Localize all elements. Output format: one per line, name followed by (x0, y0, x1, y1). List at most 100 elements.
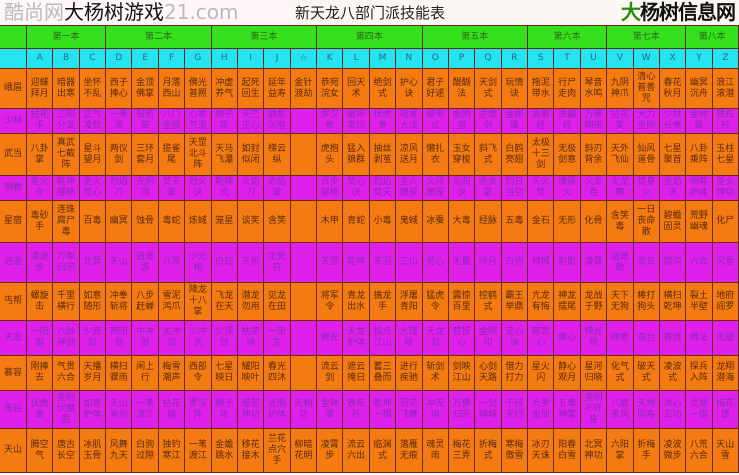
column-letter: J (264, 49, 291, 69)
skill-cell: 关冲剑 (158, 321, 186, 356)
skill-cell: 蓄三叠而 (369, 356, 397, 391)
skill-cell: 凌波式 (659, 356, 687, 391)
skill-cell: 无量 (448, 243, 476, 283)
skill-cell: 生死符 (264, 243, 291, 283)
skill-cell: 焚天掌 (158, 176, 186, 201)
skill-cell: 天罡北斗阵 (185, 134, 212, 176)
skill-cell: 见龙在田 (264, 283, 291, 321)
column-letter: M (369, 49, 397, 69)
skill-cell: 冷月 (475, 243, 502, 283)
skill-cell: 白驹过隙 (132, 429, 159, 473)
skill-cell: 闲上行 (132, 356, 159, 391)
skill-cell: 天马飞瀑 (211, 134, 238, 176)
skill-cell: 拈花指 (158, 391, 186, 429)
skill-cell: 破坏掌印 (343, 109, 370, 134)
skill-cell: 春光四沐 (264, 356, 291, 391)
book-header: 第五本 (422, 26, 529, 49)
skill-cell: 易筋经 (528, 109, 555, 134)
book-header: 第六本 (528, 26, 608, 49)
sect-label: 少林 (0, 109, 27, 134)
skill-cell: 青蛇 (343, 201, 370, 243)
skill-cell: 柳暗花明 (290, 429, 318, 473)
skill-cell (290, 201, 318, 243)
skill-cell: 起死回生 (237, 69, 265, 109)
sect-label: 星宿 (0, 201, 27, 243)
skill-cell: 金石 (528, 201, 555, 243)
skill-cell: 白虹 (211, 243, 238, 283)
skill-cell: 临渊式 (369, 429, 397, 473)
skill-cell: 八门金锁 (158, 109, 186, 134)
skill-cell: 寒梅傲雪 (501, 429, 529, 473)
skill-cell: 燎原火 (554, 176, 581, 201)
skill-cell: 无量 (712, 321, 739, 356)
skill-cell: 焚身火 (633, 176, 660, 201)
skill-cell: 毒砂手 (27, 201, 54, 243)
skill-cell: 雪泥鸿爪 (158, 283, 186, 321)
skill-cell: 金钟罩 (686, 109, 713, 134)
skill-cell: 螺旋击 (27, 283, 54, 321)
skill-cell: 禅意 (607, 321, 634, 356)
skill-cell: 金刚罩 (501, 109, 529, 134)
skill-cell: 八步赶蝉 (132, 283, 159, 321)
skill-cell: 化气式 (607, 356, 634, 391)
skill-cell: 光明顶 (132, 176, 159, 201)
skill-cell: 北冥 (79, 243, 107, 283)
skill-cell: 西子捧心 (106, 69, 133, 109)
skill-cell: 气贯六合 (53, 356, 80, 391)
sect-label: 明教 (0, 176, 27, 201)
skill-cell: 抽丝剥茧 (369, 134, 397, 176)
skill-cell: 流云 (633, 243, 660, 283)
skill-cell: 烈日当空 (501, 176, 529, 201)
skill-cell: 中冲剑 (132, 321, 159, 356)
skill-cell: 移花接木 (237, 429, 265, 473)
skill-cell: 天火焚 (528, 176, 555, 201)
skill-cell: 天山 (106, 243, 133, 283)
column-letter: C (79, 49, 107, 69)
skill-cell: 无相功 (290, 391, 318, 429)
skill-cell: 折梅式 (475, 429, 502, 473)
book-corner-cell (0, 26, 27, 49)
skill-cell: 天龙剑 (422, 321, 449, 356)
skill-cell: 赤焰掌 (264, 176, 291, 201)
skill-cell: 凌波微步 (659, 429, 687, 473)
skill-cell: 一苇渡 (106, 109, 133, 134)
skill-cell: 擒龙手 (369, 283, 397, 321)
skill-cell: 逍遥游 (132, 243, 159, 283)
skill-cell: 独钓寒江 (158, 429, 186, 473)
skill-cell: 佛光 (317, 321, 344, 356)
skill-cell: 大毒 (448, 201, 476, 243)
skill-cell: 北冥神功 (580, 429, 608, 473)
skill-cell: 猛入狼群 (343, 134, 370, 176)
skill-cell: 碧蟾固灵 (659, 201, 687, 243)
skill-cell: 风雷 (712, 243, 739, 283)
skill-cell: 小毒 (369, 201, 397, 243)
skill-cell: 炎龙舞 (607, 176, 634, 201)
skill-cell: 梯云纵 (264, 134, 291, 176)
skill-cell (290, 356, 318, 391)
skill-cell: 流云六出 (343, 429, 370, 473)
skill-cell (290, 176, 318, 201)
skill-cell: 七星映日 (211, 356, 238, 391)
skill-cell: 猛虎令 (422, 283, 449, 321)
skill-cell: 天罡 (317, 243, 344, 283)
skill-cell: 少冲剑 (185, 321, 212, 356)
book-header: 第四本 (317, 26, 423, 49)
skill-cell: 恭宛浣女 (317, 69, 344, 109)
skill-cell: 火凤燎原 (422, 176, 449, 201)
skill-cell: 拈花笑 (607, 109, 634, 134)
skill-cell: 铁布衫 (712, 109, 739, 134)
skill-cell: 明尊护体 (686, 176, 713, 201)
skill-cell: 八卦掌 (27, 134, 54, 176)
skill-cell: 借力打力 (501, 356, 529, 391)
skill-cell: 控鹤式 (475, 283, 502, 321)
sect-label: 天山 (0, 429, 27, 473)
column-letter: E (132, 49, 159, 69)
skill-cell: 幽冥沉舟 (686, 69, 713, 109)
skill-cell: 冰肌玉骨 (79, 429, 107, 473)
column-letter: X (659, 49, 687, 69)
skill-cell: 龙战于野 (580, 283, 608, 321)
skill-cell: 霸王举鼎 (501, 283, 529, 321)
skill-cell: 天机 (237, 243, 265, 283)
watermark-text-3: 21.com (164, 0, 239, 24)
column-letter: Z (712, 49, 739, 69)
